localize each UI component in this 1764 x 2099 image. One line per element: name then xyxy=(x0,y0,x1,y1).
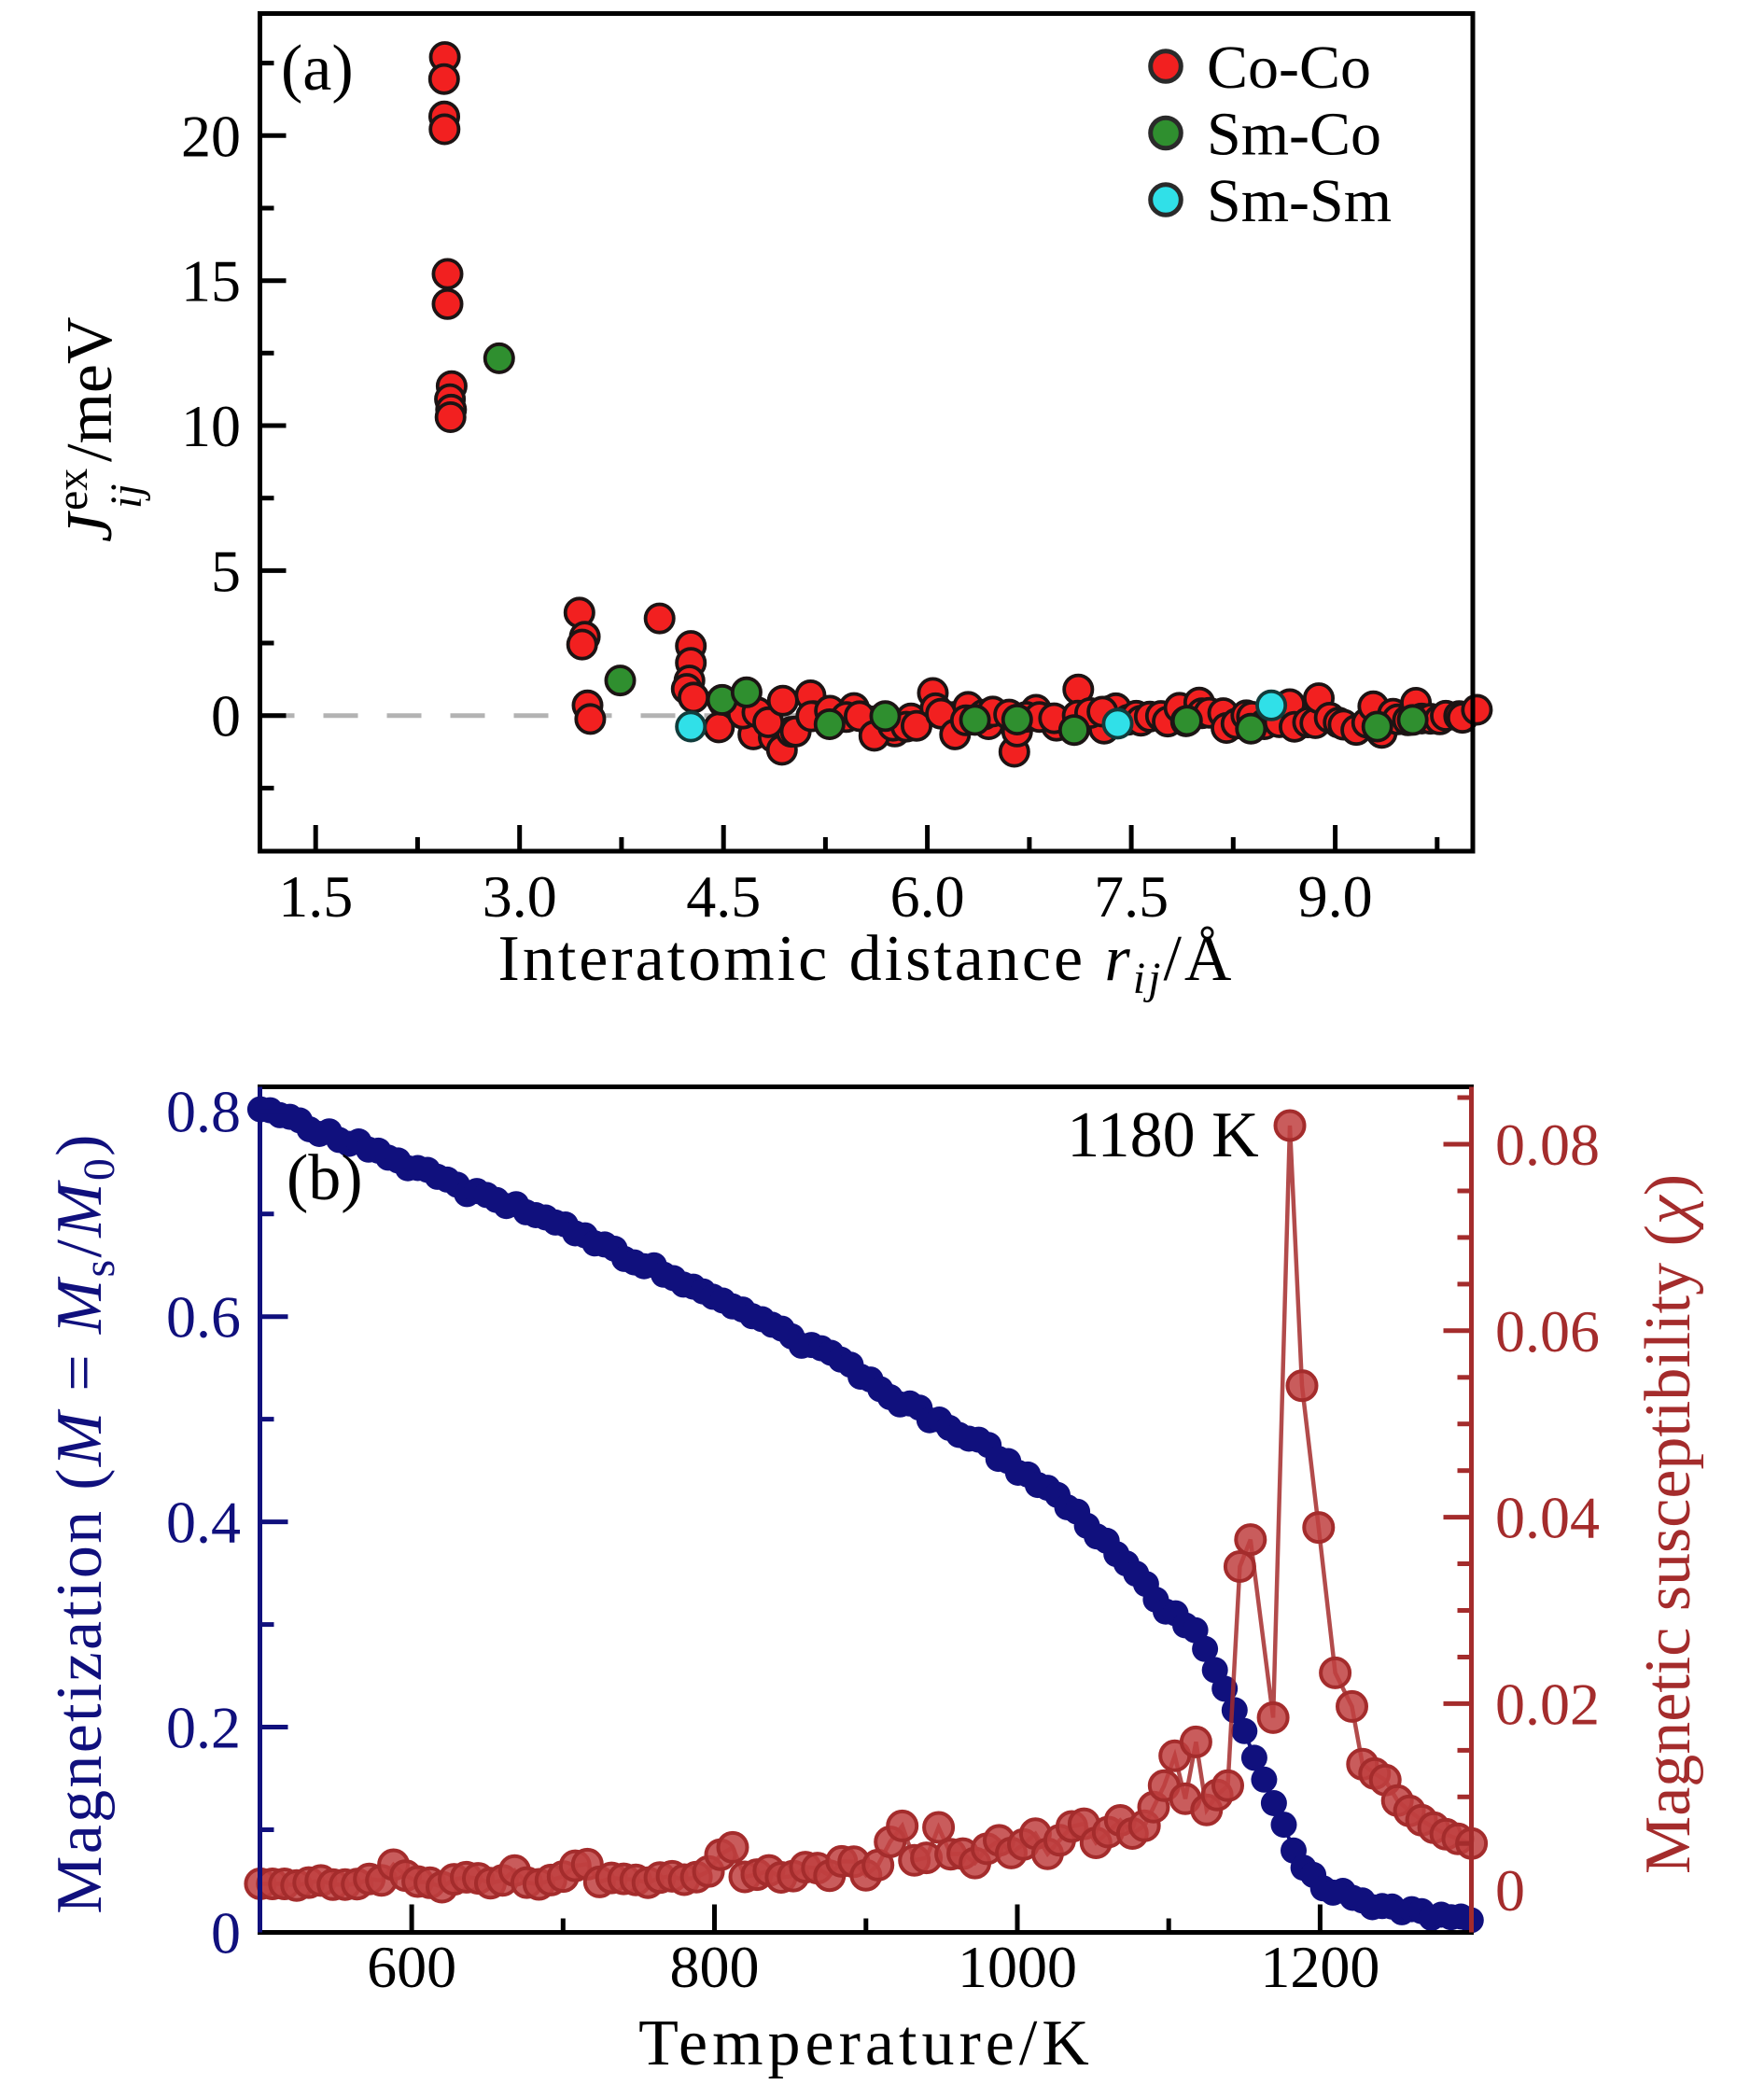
svg-text:0.6: 0.6 xyxy=(166,1284,241,1350)
svg-text:0.8: 0.8 xyxy=(166,1079,241,1145)
svg-text:0.02: 0.02 xyxy=(1495,1671,1600,1737)
svg-text:Sm-Co: Sm-Co xyxy=(1207,101,1381,169)
svg-text:20: 20 xyxy=(181,103,241,169)
svg-text:4.5: 4.5 xyxy=(686,863,761,930)
svg-text:5: 5 xyxy=(211,538,241,604)
svg-text:(b): (b) xyxy=(287,1142,363,1214)
svg-text:/meV: /meV xyxy=(54,316,126,462)
svg-text:ij: ij xyxy=(102,483,151,509)
svg-text:800: 800 xyxy=(670,1934,760,2000)
svg-text:Magnetization (M = Ms/M0): Magnetization (M = Ms/M0) xyxy=(44,1132,124,1914)
svg-text:0.08: 0.08 xyxy=(1495,1112,1600,1178)
svg-text:1200: 1200 xyxy=(1260,1934,1379,2000)
svg-text:10: 10 xyxy=(181,393,241,459)
svg-text:0.2: 0.2 xyxy=(166,1695,241,1761)
svg-text:9.0: 9.0 xyxy=(1298,863,1373,930)
svg-text:0: 0 xyxy=(1495,1857,1525,1924)
svg-text:0.4: 0.4 xyxy=(166,1490,241,1556)
svg-text:Magnetic susceptibility (χ): Magnetic susceptibility (χ) xyxy=(1632,1174,1704,1874)
svg-text:1180 K: 1180 K xyxy=(1067,1099,1258,1171)
svg-text:Interatomic distance rij/Å: Interatomic distance rij/Å xyxy=(498,923,1235,1003)
svg-text:Co-Co: Co-Co xyxy=(1207,34,1371,102)
svg-text:(a): (a) xyxy=(281,33,354,105)
svg-text:0: 0 xyxy=(211,1900,241,1966)
svg-text:6.0: 6.0 xyxy=(890,863,965,930)
svg-text:0.04: 0.04 xyxy=(1495,1485,1600,1551)
svg-text:Temperature/K: Temperature/K xyxy=(638,2008,1094,2079)
svg-text:600: 600 xyxy=(367,1934,456,2000)
svg-text:1000: 1000 xyxy=(958,1934,1077,2000)
svg-text:0: 0 xyxy=(211,683,241,749)
svg-text:1.5: 1.5 xyxy=(278,863,353,930)
svg-text:3.0: 3.0 xyxy=(483,863,557,930)
svg-text:15: 15 xyxy=(181,248,241,315)
svg-text:ex: ex xyxy=(48,469,97,511)
svg-text:7.5: 7.5 xyxy=(1094,863,1169,930)
svg-text:0.06: 0.06 xyxy=(1495,1298,1600,1364)
svg-text:J: J xyxy=(54,511,126,542)
svg-text:Sm-Sm: Sm-Sm xyxy=(1207,167,1392,235)
